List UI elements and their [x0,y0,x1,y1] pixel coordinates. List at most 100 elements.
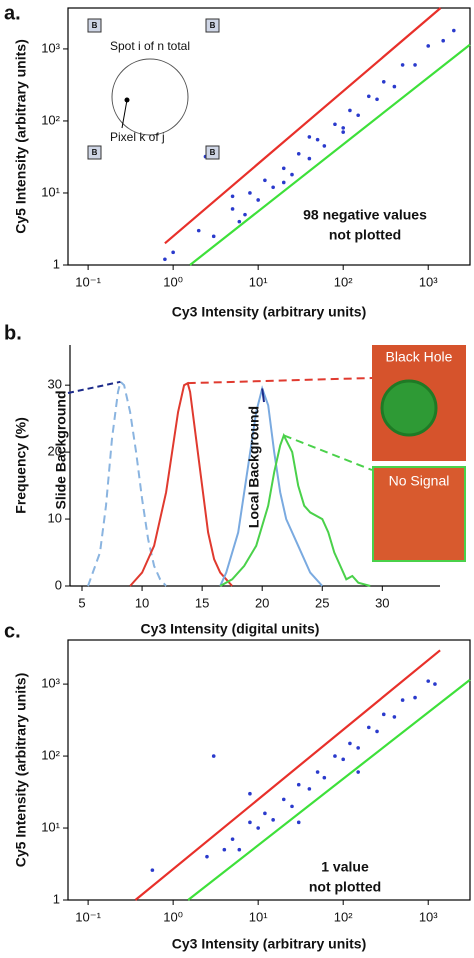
annotation: 98 negative values [303,207,427,223]
y-tick-label: 10¹ [41,819,60,834]
y-tick-label: 0 [55,577,62,592]
scatter-point [348,108,352,113]
pixel-leader [121,99,128,129]
density-curve [219,432,371,587]
scatter-point [452,28,456,33]
y-tick-label: 1 [53,891,60,906]
y-tick-label: 10² [41,112,60,127]
scatter-point [307,156,312,161]
x-tick-label: 10⁻¹ [75,909,101,924]
y-tick-label: 10² [41,748,60,763]
leader [67,380,121,394]
y-tick-label: 10³ [41,40,60,55]
scatter-point [205,854,209,859]
scatter-point [381,79,386,84]
y-tick-label: 10¹ [41,184,60,199]
scatter-point [271,818,275,822]
curve-label: Local Background [246,406,262,528]
y-tick-label: 20 [48,444,62,459]
scatter-point [237,219,242,224]
scatter-point [248,791,252,796]
y-axis-title: Cy5 Intensity (arbitrary units) [13,39,29,234]
no-signal-image [372,466,466,562]
scatter-point [356,113,360,118]
scatter-point [222,847,227,852]
scatter-point [271,185,275,190]
x-tick-label: 10³ [419,274,438,289]
spot-circle [111,58,189,136]
background-label: B [210,21,216,30]
scatter-point [333,122,337,127]
scatter-point [211,234,216,239]
reference-line [134,649,441,901]
x-axis-title: Cy3 Intensity (arbitrary units) [172,936,367,952]
scatter-point [413,695,417,700]
scatter-point [322,775,327,780]
scatter-point [248,191,252,195]
scatter-point [413,63,417,67]
annotation: not plotted [329,227,401,243]
panel-label: a. [4,2,21,24]
scatter-point [315,770,320,774]
leader [261,388,265,403]
scatter-point [426,679,431,683]
y-axis-title: Cy5 Intensity (arbitrary units) [13,673,29,868]
scatter-point [256,198,260,202]
y-tick-label: 30 [48,377,62,392]
inset-label: Pixel k of j [110,130,165,144]
scatter-point [196,228,201,233]
scatter-point [256,826,260,830]
x-tick-label: 25 [315,595,329,610]
scatter-point [248,820,252,825]
scatter-point [356,770,360,774]
scatter-point [315,137,320,142]
reference-line [187,678,471,901]
background-box [87,18,102,33]
scatter-point [307,787,312,791]
scatter-point [341,126,345,130]
x-tick-label: 10² [334,909,353,924]
image-label: Black Hole [386,349,453,365]
scatter-point [230,837,235,841]
scatter-point [392,715,397,719]
x-tick-label: 10¹ [249,274,268,289]
scatter-point [150,868,155,872]
plot-area [163,7,471,266]
y-tick-label: 10³ [41,676,60,691]
x-tick-label: 10¹ [249,909,268,924]
scatter-point [243,212,247,217]
scatter-point [237,847,242,852]
scatter-point [290,804,294,809]
annotation: not plotted [309,879,381,895]
density-curve [219,385,324,587]
background-box [205,145,220,160]
scatter-point [296,151,301,156]
scatter-point [426,44,431,48]
x-tick-label: 5 [78,595,85,610]
scatter-point [290,172,294,177]
x-axis-title: Cy3 Intensity (arbitrary units) [172,304,367,320]
scatter-point [375,729,379,734]
leader [283,434,373,471]
image-label: No Signal [389,473,450,489]
scatter-point [281,180,286,185]
y-axis-title: Frequency (%) [13,417,29,513]
y-tick-label: 10 [48,510,62,525]
x-axis-title: Cy3 Intensity (digital units) [141,621,320,637]
inset-label: Spot i of n total [110,39,190,53]
scatter-point [296,782,301,787]
scatter-point [263,178,267,183]
x-tick-label: 10⁻¹ [75,274,101,289]
scatter-point [163,257,167,262]
leader [187,377,373,385]
scatter-point [230,207,235,211]
plot-area [134,649,471,901]
scatter-point [281,166,286,171]
black-hole-spot [380,379,438,437]
annotation: 1 value [321,859,369,875]
scatter-point [356,746,360,750]
scatter-point [400,63,405,67]
x-tick-label: 10⁰ [163,909,183,924]
density-curve [87,379,167,587]
